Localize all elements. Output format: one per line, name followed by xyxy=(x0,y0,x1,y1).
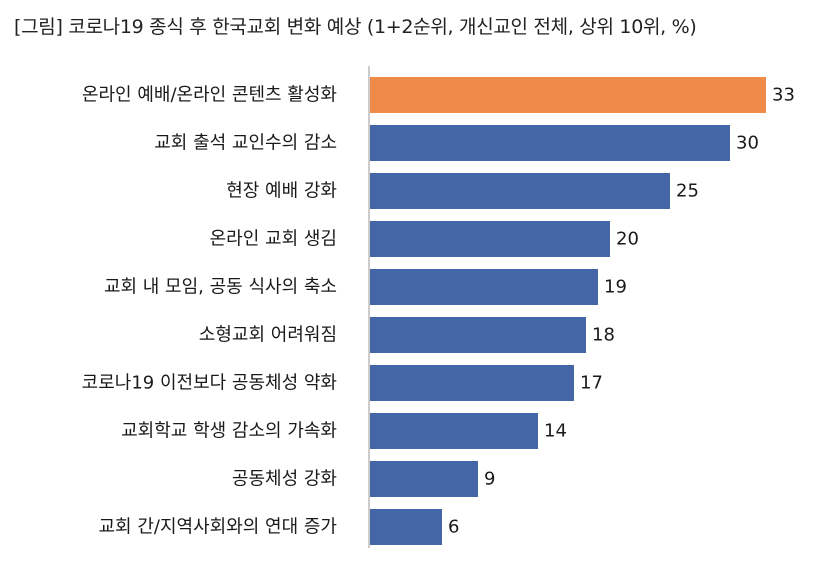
category-label: 온라인 교회 생김 xyxy=(210,229,337,250)
bars xyxy=(370,77,766,545)
bar xyxy=(370,509,442,545)
data-label: 18 xyxy=(592,325,615,346)
bar xyxy=(370,221,610,257)
bar xyxy=(370,77,766,113)
data-label: 19 xyxy=(604,277,627,298)
category-label: 코로나19 이전보다 공동체성 약화 xyxy=(82,373,337,394)
chart-title: [그림] 코로나19 종식 후 한국교회 변화 예상 (1+2순위, 개신교인 … xyxy=(14,16,697,38)
value-labels: 33 30 25 20 19 18 17 14 9 6 xyxy=(448,85,795,538)
bar xyxy=(370,365,574,401)
category-label: 현장 예배 강화 xyxy=(226,181,337,202)
bar xyxy=(370,269,598,305)
data-label: 17 xyxy=(580,373,603,394)
data-label: 33 xyxy=(772,85,795,106)
bar xyxy=(370,413,538,449)
bar xyxy=(370,173,670,209)
category-label: 교회 출석 교인수의 감소 xyxy=(154,133,337,154)
data-label: 20 xyxy=(616,229,639,250)
data-label: 30 xyxy=(736,133,759,154)
category-label: 소형교회 어려워짐 xyxy=(199,325,337,346)
category-label: 교회 내 모임, 공동 식사의 축소 xyxy=(104,277,337,298)
data-label: 14 xyxy=(544,421,567,442)
category-label: 교회 간/지역사회와의 연대 증가 xyxy=(98,517,337,538)
bar xyxy=(370,125,730,161)
bar xyxy=(370,317,586,353)
category-label: 교회학교 학생 감소의 가속화 xyxy=(121,421,337,442)
data-label: 6 xyxy=(448,517,459,538)
category-label: 온라인 예배/온라인 콘텐츠 활성화 xyxy=(82,85,337,106)
bar xyxy=(370,461,478,497)
category-label: 공동체성 강화 xyxy=(232,469,337,490)
data-label: 9 xyxy=(484,469,495,490)
data-label: 25 xyxy=(676,181,699,202)
